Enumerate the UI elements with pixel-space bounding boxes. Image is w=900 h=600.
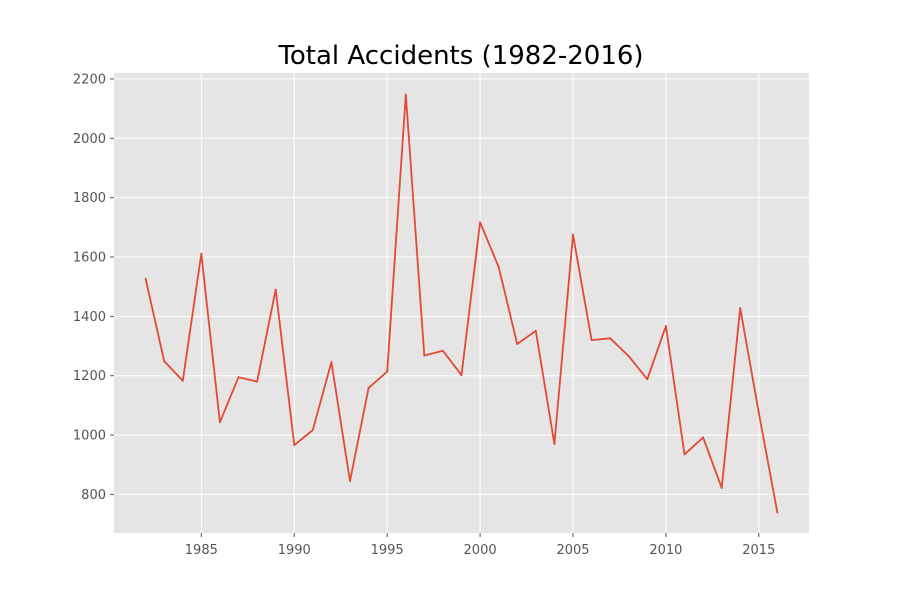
data-point	[609, 337, 612, 340]
x-tick-label: 1985	[185, 543, 218, 558]
y-tick-label: 800	[81, 488, 106, 503]
series-layer	[144, 93, 779, 514]
data-point	[200, 252, 203, 255]
chart-title: Total Accidents (1982-2016)	[277, 41, 643, 71]
data-point	[497, 266, 500, 268]
data-point	[163, 360, 166, 363]
data-point	[386, 370, 389, 373]
data-point	[646, 378, 649, 381]
data-point	[776, 511, 779, 514]
data-point	[219, 421, 221, 424]
y-tick-label: 1600	[73, 251, 106, 266]
data-point	[757, 411, 760, 414]
y-tick-label: 2000	[73, 132, 106, 147]
data-point	[590, 339, 593, 341]
y-tick-label: 2200	[73, 72, 106, 87]
data-point	[293, 444, 296, 447]
data-point	[702, 436, 704, 439]
axis-ticks: 1985 1990 1995 2000 2005 2010 2015 800 1000 1200 1…	[73, 72, 775, 558]
data-point	[144, 277, 147, 280]
data-point	[442, 349, 444, 352]
data-point	[683, 453, 686, 456]
data-point	[739, 307, 742, 309]
x-tick-label: 1990	[278, 543, 311, 558]
data-point	[311, 429, 314, 431]
data-point	[572, 233, 574, 236]
data-point	[181, 379, 184, 382]
data-point	[460, 374, 463, 376]
data-point	[553, 443, 556, 445]
data-point	[627, 355, 630, 357]
data-point	[479, 221, 481, 224]
x-tick-label: 2015	[742, 543, 775, 558]
y-tick-label: 1400	[73, 310, 106, 325]
x-tick-label: 2000	[464, 543, 497, 558]
y-tick-label: 1000	[73, 429, 106, 444]
data-point	[349, 480, 351, 482]
x-tick-label: 2005	[556, 543, 589, 558]
data-point	[665, 325, 667, 327]
grid-lines	[114, 73, 809, 533]
x-tick-label: 1995	[371, 543, 404, 558]
data-point	[274, 288, 277, 291]
data-point	[237, 376, 240, 379]
data-point	[404, 93, 407, 96]
data-point	[720, 487, 723, 489]
data-point	[423, 354, 426, 357]
plot-area	[114, 73, 809, 533]
x-tick-label: 2010	[649, 543, 682, 558]
data-point	[516, 343, 519, 345]
data-point	[534, 330, 537, 332]
y-tick-label: 1800	[73, 191, 106, 206]
y-tick-label: 1200	[73, 369, 106, 384]
data-point	[330, 361, 333, 363]
data-point	[367, 387, 370, 389]
data-point	[256, 380, 258, 383]
